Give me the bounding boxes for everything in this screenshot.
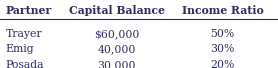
Text: 30%: 30% — [210, 44, 235, 54]
Text: Posada: Posada — [6, 60, 44, 68]
Text: Capital Balance: Capital Balance — [69, 5, 165, 16]
Text: 30,000: 30,000 — [98, 60, 136, 68]
Text: Partner: Partner — [6, 5, 52, 16]
Text: 20%: 20% — [210, 60, 235, 68]
Text: 50%: 50% — [210, 29, 235, 39]
Text: Trayer: Trayer — [6, 29, 42, 39]
Text: 40,000: 40,000 — [98, 44, 136, 54]
Text: Emig: Emig — [6, 44, 34, 54]
Text: $60,000: $60,000 — [94, 29, 140, 39]
Text: Income Ratio: Income Ratio — [182, 5, 263, 16]
